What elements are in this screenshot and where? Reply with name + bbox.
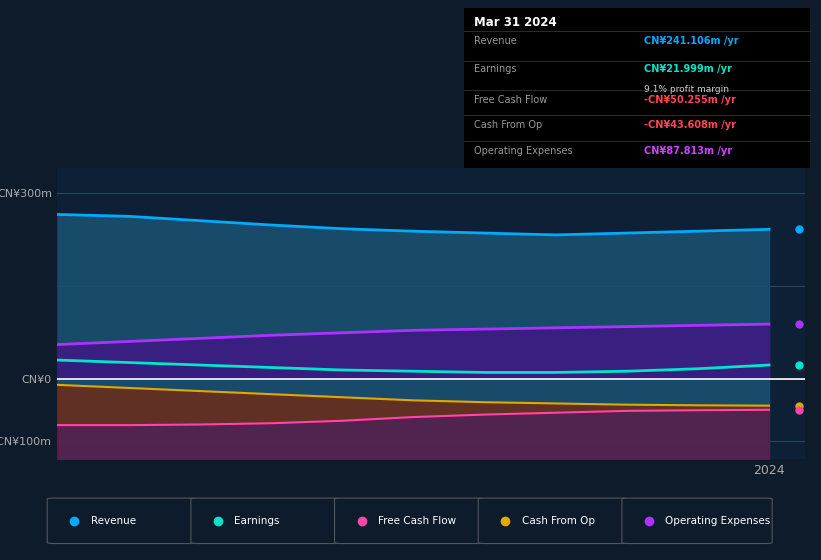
Text: Free Cash Flow: Free Cash Flow	[378, 516, 456, 526]
FancyBboxPatch shape	[622, 498, 772, 544]
Text: Operating Expenses: Operating Expenses	[665, 516, 771, 526]
Text: -CN¥50.255m /yr: -CN¥50.255m /yr	[644, 95, 736, 105]
Text: CN¥21.999m /yr: CN¥21.999m /yr	[644, 64, 732, 74]
Text: CN¥87.813m /yr: CN¥87.813m /yr	[644, 146, 732, 156]
Text: Operating Expenses: Operating Expenses	[475, 146, 573, 156]
Text: -CN¥43.608m /yr: -CN¥43.608m /yr	[644, 120, 736, 130]
Text: Earnings: Earnings	[475, 64, 516, 74]
Text: Revenue: Revenue	[91, 516, 135, 526]
Text: Cash From Op: Cash From Op	[522, 516, 594, 526]
Text: Cash From Op: Cash From Op	[475, 120, 543, 130]
FancyBboxPatch shape	[335, 498, 484, 544]
Text: Mar 31 2024: Mar 31 2024	[475, 16, 557, 29]
Text: Earnings: Earnings	[235, 516, 280, 526]
Text: Revenue: Revenue	[475, 35, 517, 45]
FancyBboxPatch shape	[190, 498, 342, 544]
Text: Free Cash Flow: Free Cash Flow	[475, 95, 548, 105]
Text: CN¥241.106m /yr: CN¥241.106m /yr	[644, 35, 739, 45]
FancyBboxPatch shape	[48, 498, 197, 544]
FancyBboxPatch shape	[478, 498, 629, 544]
Text: 9.1% profit margin: 9.1% profit margin	[644, 85, 729, 94]
